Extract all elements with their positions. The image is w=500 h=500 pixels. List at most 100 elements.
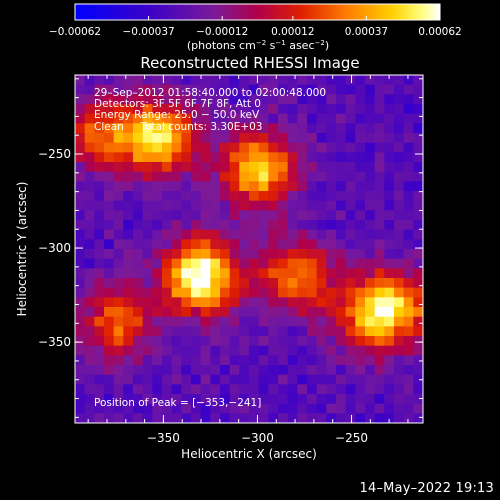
- heatmap-cell: [336, 316, 347, 327]
- heatmap-cell: [326, 307, 337, 318]
- heatmap-cell: [374, 297, 385, 308]
- heatmap-cell: [336, 220, 347, 231]
- heatmap-cell: [220, 171, 231, 182]
- heatmap-cell: [413, 326, 424, 337]
- heatmap-cell: [162, 403, 173, 414]
- heatmap-cell: [123, 413, 134, 424]
- heatmap-cell: [394, 162, 405, 173]
- x-axis: −350 −300 −250: [87, 75, 409, 445]
- heatmap-cell: [142, 113, 153, 124]
- heatmap-cell: [162, 239, 173, 250]
- heatmap-cell: [142, 220, 153, 231]
- heatmap-cell: [249, 249, 260, 260]
- heatmap-cell: [210, 113, 221, 124]
- heatmap-cell: [336, 413, 347, 424]
- heatmap-cell: [345, 94, 356, 105]
- heatmap-cell: [307, 249, 318, 260]
- heatmap-cell: [384, 123, 395, 134]
- heatmap-cell: [84, 316, 95, 327]
- heatmap-cell: [355, 239, 366, 250]
- heatmap-cell: [104, 133, 115, 144]
- heatmap-cell: [142, 374, 153, 385]
- heatmap-cell: [75, 345, 86, 356]
- heatmap-cell: [394, 133, 405, 144]
- heatmap-cell: [336, 307, 347, 318]
- heatmap-cell: [113, 200, 124, 211]
- heatmap-cell: [229, 123, 240, 134]
- heatmap-cell: [384, 152, 395, 163]
- heatmap-cell: [287, 104, 298, 115]
- heatmap-cell: [94, 394, 105, 405]
- heatmap-cell: [162, 316, 173, 327]
- heatmap-cell: [220, 278, 231, 289]
- heatmap-cell: [413, 307, 424, 318]
- heatmap-cell: [84, 229, 95, 240]
- heatmap-cell: [403, 181, 414, 192]
- heatmap-image: [75, 75, 424, 424]
- heatmap-cell: [403, 394, 414, 405]
- heatmap-cell: [336, 268, 347, 279]
- heatmap-cell: [200, 258, 211, 269]
- heatmap-cell: [268, 413, 279, 424]
- heatmap-cell: [336, 142, 347, 153]
- heatmap-cell: [355, 133, 366, 144]
- heatmap-cell: [75, 297, 86, 308]
- heatmap-cell: [94, 229, 105, 240]
- heatmap-cell: [142, 403, 153, 414]
- heatmap-cell: [75, 336, 86, 347]
- heatmap-cell: [326, 336, 337, 347]
- heatmap-cell: [123, 94, 134, 105]
- heatmap-cell: [162, 104, 173, 115]
- heatmap-cell: [239, 413, 250, 424]
- heatmap-cell: [210, 181, 221, 192]
- heatmap-cell: [374, 229, 385, 240]
- heatmap-cell: [365, 152, 376, 163]
- colorbar-gradient: [74, 3, 441, 21]
- heatmap-cell: [326, 200, 337, 211]
- heatmap-cell: [181, 123, 192, 134]
- heatmap-cell: [249, 326, 260, 337]
- heatmap-cell: [84, 355, 95, 366]
- heatmap-cell: [200, 210, 211, 221]
- heatmap-cell: [384, 239, 395, 250]
- heatmap-cell: [84, 239, 95, 250]
- heatmap-cell: [355, 287, 366, 298]
- heatmap-cell: [210, 104, 221, 115]
- heatmap-cell: [162, 84, 173, 95]
- heatmap-cell: [307, 403, 318, 414]
- heatmap-cell: [249, 268, 260, 279]
- heatmap-cell: [220, 374, 231, 385]
- heatmap-cell: [258, 104, 269, 115]
- heatmap-cell: [142, 345, 153, 356]
- heatmap-cell: [355, 403, 366, 414]
- heatmap-cell: [104, 171, 115, 182]
- heatmap-cell: [229, 94, 240, 105]
- heatmap-cell: [133, 191, 144, 202]
- heatmap-cell: [403, 152, 414, 163]
- heatmap-cell: [239, 191, 250, 202]
- heatmap-cell: [162, 94, 173, 105]
- heatmap-cell: [171, 345, 182, 356]
- heatmap-cell: [287, 307, 298, 318]
- heatmap-cell: [278, 326, 289, 337]
- heatmap-cell: [220, 162, 231, 173]
- heatmap-cell: [104, 191, 115, 202]
- heatmap-cell: [403, 249, 414, 260]
- x-axis-label: Heliocentric X (arcsec): [181, 447, 317, 461]
- heatmap-cell: [104, 365, 115, 376]
- heatmap-cell: [113, 220, 124, 231]
- heatmap-cell: [142, 413, 153, 424]
- heatmap-cell: [229, 239, 240, 250]
- heatmap-cell: [316, 355, 327, 366]
- heatmap-cell: [104, 249, 115, 260]
- heatmap-cell: [365, 123, 376, 134]
- heatmap-cell: [287, 278, 298, 289]
- heatmap-cell: [200, 94, 211, 105]
- heatmap-cell: [104, 278, 115, 289]
- heatmap-cell: [258, 191, 269, 202]
- heatmap-cell: [326, 258, 337, 269]
- heatmap-cell: [162, 133, 173, 144]
- heatmap-cell: [123, 113, 134, 124]
- heatmap-cell: [403, 384, 414, 395]
- heatmap-cell: [210, 171, 221, 182]
